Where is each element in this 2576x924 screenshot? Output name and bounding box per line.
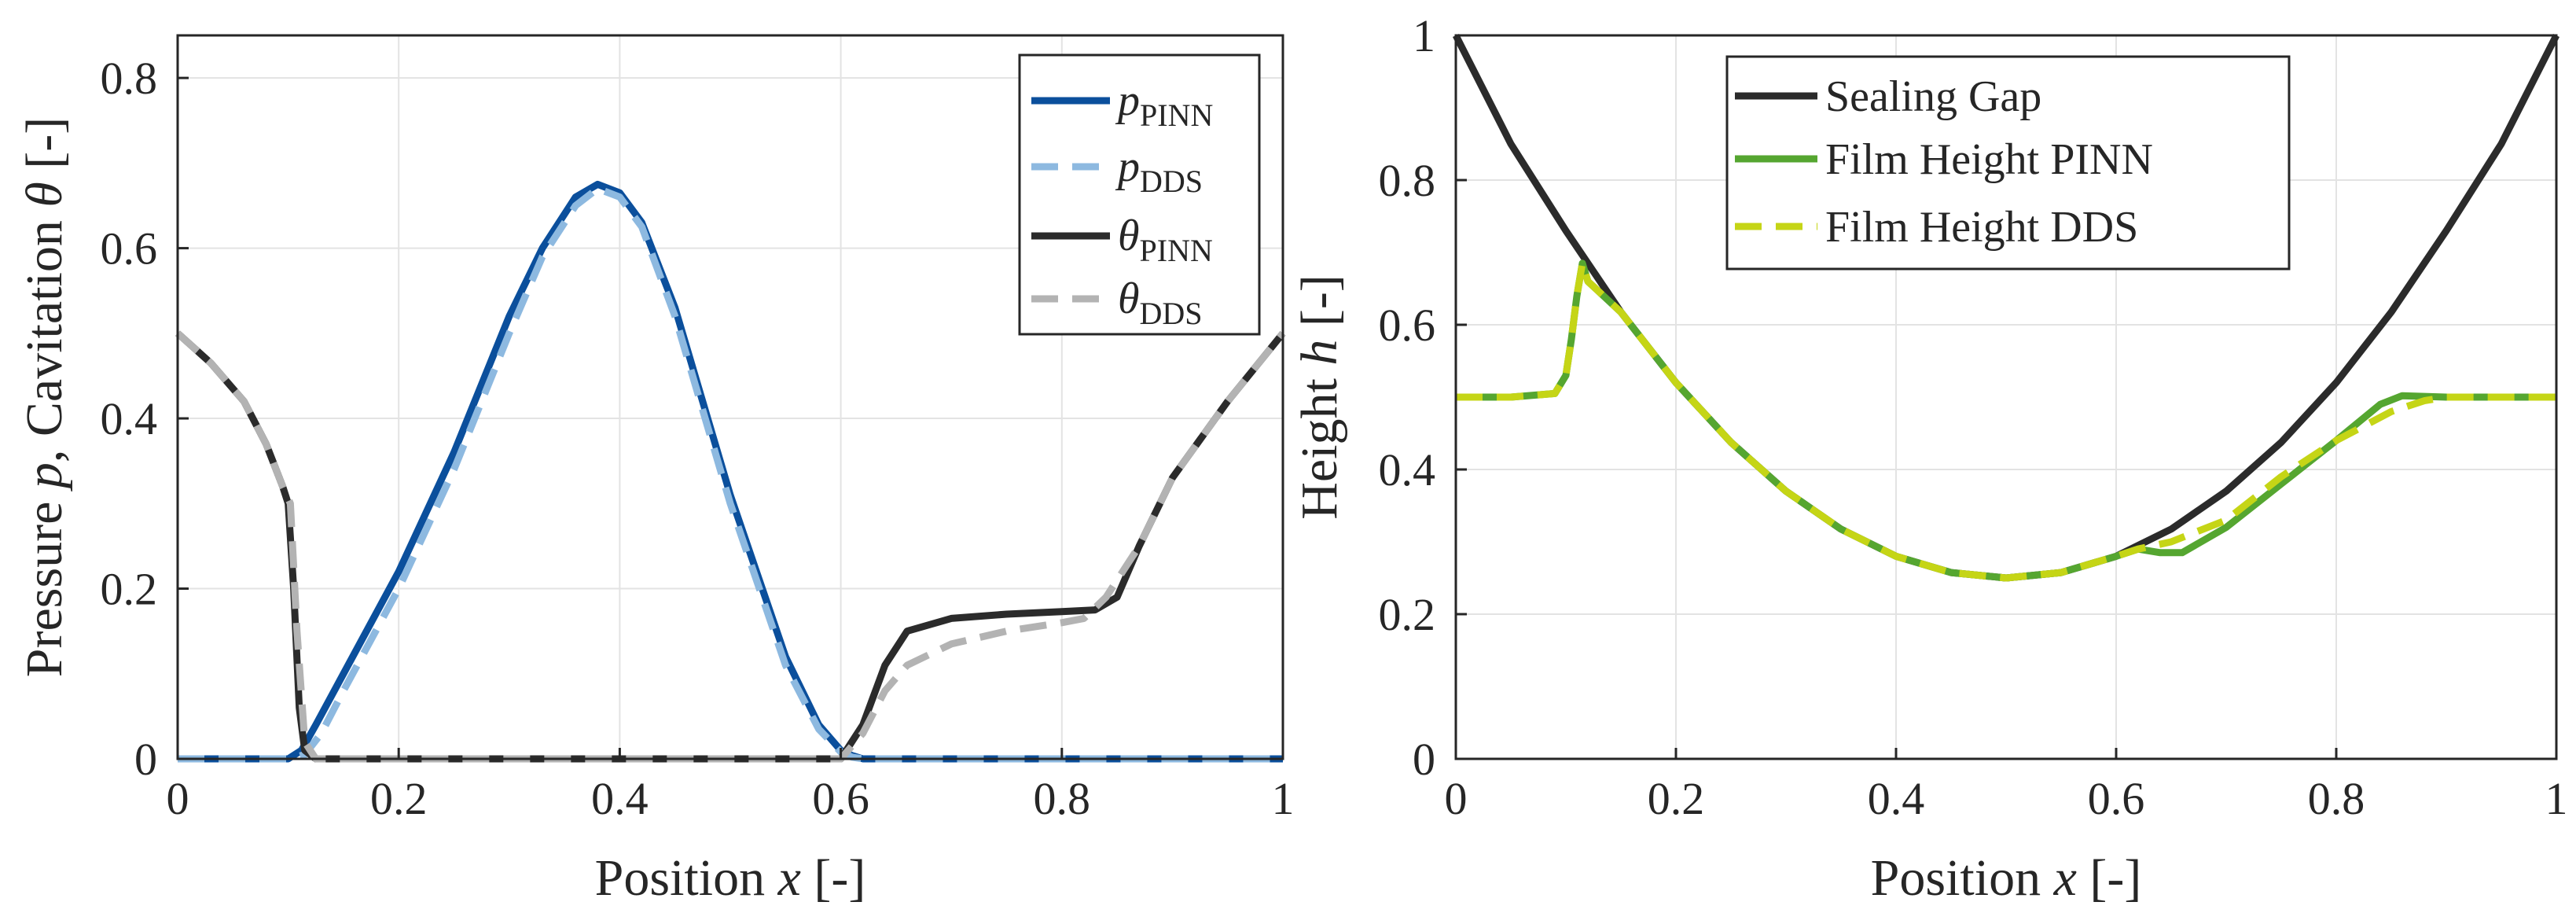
x-tick-label: 0.2 [370,773,428,824]
left-x-axis-label: Position x [-] [595,849,866,907]
left-ticks: 0 0.2 0.4 0.6 0.8 1 0 0.2 0.4 0.6 0.8 [101,53,1295,824]
svg-text:pPINN: pPINN [1115,76,1213,133]
series-p-pinn [178,180,1283,763]
right-x-axis-label: Position x [-] [1871,849,2142,907]
right-ticks: 0 0.2 0.4 0.6 0.8 1 0 0.2 0.4 0.6 0.8 1 [1379,10,2568,824]
x-tick-label: 0.4 [591,773,649,824]
x-tick-label: 0.6 [812,773,869,824]
y-tick-label: 0.6 [1379,300,1436,351]
x-tick-label: 0 [167,773,189,824]
legend-entry-p-dds: pDDS [1031,142,1203,199]
svg-text:Film Height PINN: Film Height PINN [1825,135,2153,184]
right-y-axis-label: Height h [-] [1291,274,1348,520]
x-tick-label: 0.4 [1868,773,1925,824]
y-tick-label: 0.4 [101,393,158,444]
x-tick-label: 1 [2545,773,2568,824]
legend-entry-theta-dds: θDDS [1031,274,1203,331]
left-series [175,180,1286,763]
right-series [1452,33,2560,582]
right-legend-box [1725,55,2291,271]
left-legend: pPINN pDDS θPINN θDDS [1018,53,1261,336]
y-tick-label: 0 [134,734,157,785]
series-p-dds [178,185,1283,763]
x-tick-label: 0.8 [1034,773,1091,824]
legend-entry-film-height-dds: Film Height DDS [1735,203,2138,252]
right-axes-box [1454,34,2558,760]
x-tick-label: 1 [1272,773,1295,824]
y-tick-label: 0.8 [101,53,158,104]
x-tick-label: 0.8 [2308,773,2365,824]
legend-entry-sealing-gap: Sealing Gap [1735,72,2041,121]
y-tick-label: 1 [1413,10,1435,61]
svg-text:pDDS: pDDS [1115,142,1203,199]
x-tick-label: 0.2 [1648,773,1705,824]
left-axes-box [176,34,1284,760]
svg-text:Film Height DDS: Film Height DDS [1825,203,2138,252]
series-theta-dds [175,330,1286,763]
right-chart: 0 0.2 0.4 0.6 0.8 1 0 0.2 0.4 0.6 0.8 1 Position x … [1291,10,2568,907]
y-tick-label: 0.8 [1379,155,1436,206]
y-tick-label: 0.2 [1379,589,1436,640]
y-tick-label: 0.6 [101,223,158,274]
left-chart: 0 0.2 0.4 0.6 0.8 1 0 0.2 0.4 0.6 0.8 Position x [… [16,34,1295,907]
legend-entry-theta-pinn: θPINN [1031,212,1213,268]
series-film-height-dds [1456,260,2556,582]
x-tick-label: 0 [1445,773,1468,824]
right-legend: Sealing Gap Film Height PINN Film Height… [1725,55,2291,271]
x-tick-label: 0.6 [2088,773,2145,824]
y-tick-label: 0.4 [1379,444,1436,495]
y-tick-label: 0 [1413,734,1435,785]
svg-text:Sealing Gap: Sealing Gap [1825,72,2041,121]
left-y-axis-label: Pressure p, Cavitation θ [-] [16,117,73,677]
legend-entry-p-pinn: pPINN [1031,76,1213,133]
svg-text:θDDS: θDDS [1118,274,1203,331]
y-tick-label: 0.2 [101,564,158,615]
legend-entry-film-height-pinn: Film Height PINN [1735,135,2153,184]
svg-text:θPINN: θPINN [1118,212,1213,268]
